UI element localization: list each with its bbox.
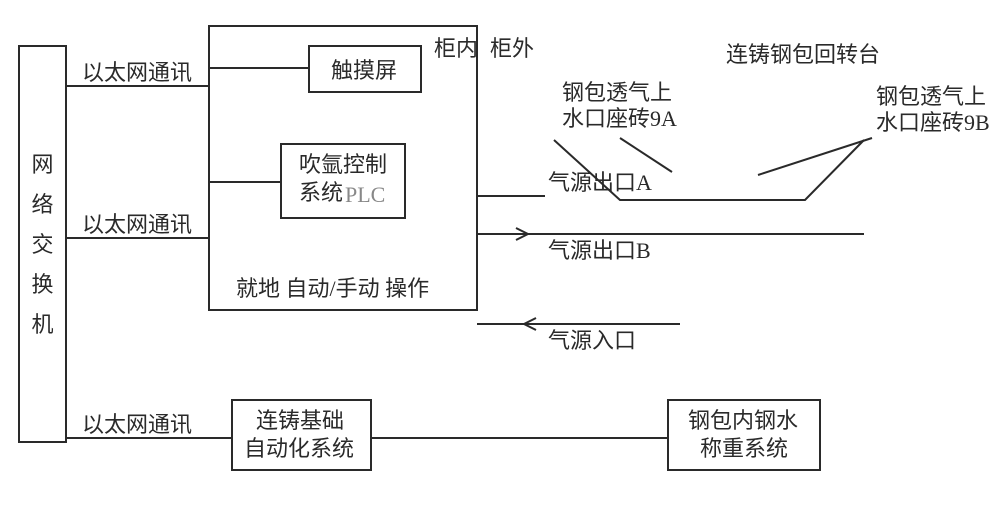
network-switch-label: 机 <box>32 312 54 337</box>
label-inside: 柜内 <box>434 36 478 61</box>
label-eth2: 以太网通讯 <box>82 212 192 237</box>
network-switch-label: 网 <box>32 152 54 177</box>
plc-label-2: 系统 <box>299 180 343 205</box>
label-outside: 柜外 <box>490 36 534 61</box>
cc-auto-label-1: 连铸基础 <box>256 408 344 433</box>
label-eth1: 以太网通讯 <box>82 60 192 85</box>
leader-brick-b <box>758 138 872 175</box>
label-brick_a_2: 水口座砖9A <box>562 106 677 131</box>
label-brick_a_1: 钢包透气上 <box>562 80 672 105</box>
label-local_ops: 就地 自动/手动 操作 <box>236 276 429 301</box>
network-switch-label: 换 <box>32 272 54 297</box>
label-inlet: 气源入口 <box>548 328 636 353</box>
plc-gray-label: PLC <box>345 182 385 207</box>
leader-brick-a <box>620 138 672 172</box>
plc-label-1: 吹氩控制 <box>299 152 387 177</box>
weigh-label-1: 钢包内钢水 <box>688 408 798 433</box>
label-brick_b_2: 水口座砖9B <box>876 110 990 135</box>
label-brick_b_1: 钢包透气上 <box>876 84 986 109</box>
weigh-label-2: 称重系统 <box>700 436 788 461</box>
label-out_b: 气源出口B <box>548 238 651 263</box>
touchscreen-label: 触摸屏 <box>331 58 397 83</box>
label-title_turret: 连铸钢包回转台 <box>726 42 880 67</box>
label-eth3: 以太网通讯 <box>82 412 192 437</box>
diagram-canvas: 网络交换机 触摸屏吹氩控制系统PLC 连铸基础自动化系统 钢包内钢水称重系统 以太网通讯… <box>0 0 1000 508</box>
network-switch-label: 交 <box>32 232 54 257</box>
network-switch-label: 络 <box>32 192 54 217</box>
cc-auto-label-2: 自动化系统 <box>244 436 354 461</box>
